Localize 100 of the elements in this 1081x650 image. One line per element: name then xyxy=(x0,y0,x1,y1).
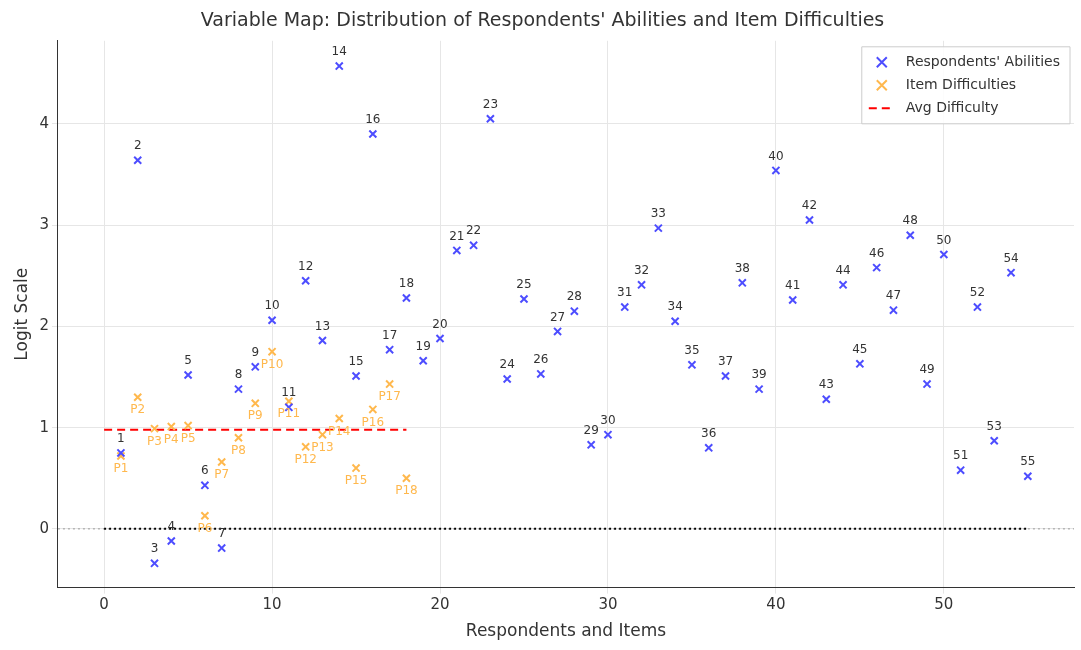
point xyxy=(972,302,982,312)
point xyxy=(401,473,411,483)
annotation: 13 xyxy=(314,318,331,333)
point xyxy=(670,316,680,326)
point xyxy=(536,369,546,379)
y-tick-label: 4 xyxy=(39,113,49,132)
chart-title: Variable Map: Distribution of Respondents' Abilities and Item Difficulties xyxy=(200,8,885,31)
annotation: P15 xyxy=(344,473,368,488)
annotation: 31 xyxy=(617,285,633,300)
point xyxy=(166,422,176,432)
annotation: 46 xyxy=(869,245,885,260)
annotation: P3 xyxy=(147,433,162,448)
y-tick-label: 3 xyxy=(39,214,49,233)
point xyxy=(267,315,277,325)
point xyxy=(368,404,378,414)
annotation: 17 xyxy=(381,327,398,342)
point xyxy=(233,433,244,443)
x-tick-label: 40 xyxy=(766,595,786,614)
annotation: 42 xyxy=(801,198,818,213)
annotation: P16 xyxy=(361,414,385,429)
point xyxy=(603,430,613,440)
annotation: 41 xyxy=(785,278,801,293)
annotation: 6 xyxy=(201,463,209,478)
point xyxy=(637,280,647,290)
annotation: 24 xyxy=(499,357,515,372)
point xyxy=(233,384,244,394)
annotation: P5 xyxy=(180,430,196,445)
point xyxy=(183,370,193,380)
y-tick-label: 2 xyxy=(39,316,49,335)
annotation: 3 xyxy=(150,541,159,556)
annotation: P9 xyxy=(247,408,263,423)
point xyxy=(519,294,529,304)
point xyxy=(368,129,378,139)
annotation: 49 xyxy=(919,362,935,377)
point xyxy=(502,374,512,384)
annotation: 37 xyxy=(717,354,734,369)
x-tick-label: 50 xyxy=(934,595,954,614)
point xyxy=(435,333,445,344)
annotation: 53 xyxy=(986,418,1002,433)
point xyxy=(166,536,176,546)
annotation: 27 xyxy=(549,309,566,324)
annotation: 18 xyxy=(398,276,415,291)
y-axis-title: Logit Scale xyxy=(10,267,31,361)
point xyxy=(334,61,344,71)
annotation: 20 xyxy=(432,316,448,331)
point xyxy=(586,440,596,450)
legend-label: Avg Difficulty xyxy=(905,98,999,115)
point xyxy=(452,245,462,255)
annotation: P17 xyxy=(378,389,401,404)
annotation: 16 xyxy=(365,112,381,127)
annotation: 30 xyxy=(600,412,616,427)
annotation: P11 xyxy=(277,406,301,421)
point xyxy=(956,465,966,475)
point xyxy=(788,295,798,305)
x-tick-label: 30 xyxy=(598,595,618,614)
annotation: 9 xyxy=(251,344,260,359)
point xyxy=(653,223,663,233)
point xyxy=(133,392,143,402)
annotation: 1 xyxy=(117,431,125,446)
annotation: 11 xyxy=(281,385,297,400)
point xyxy=(1006,268,1016,278)
point xyxy=(200,511,210,521)
point xyxy=(301,276,311,286)
point xyxy=(351,371,361,381)
point xyxy=(317,430,327,440)
annotation: P10 xyxy=(260,356,284,371)
annotation: 44 xyxy=(835,262,851,277)
annotation: 10 xyxy=(264,298,280,313)
point xyxy=(485,114,495,124)
point xyxy=(250,398,260,408)
y-tick-label: 1 xyxy=(39,417,49,436)
annotation: 40 xyxy=(768,148,784,163)
point xyxy=(469,240,479,250)
point xyxy=(737,278,747,288)
annotation: 39 xyxy=(751,367,767,382)
point xyxy=(317,335,327,346)
point xyxy=(989,436,999,446)
point xyxy=(385,345,395,355)
annotation: 35 xyxy=(684,342,700,357)
annotation: 14 xyxy=(331,44,347,59)
point xyxy=(720,371,731,381)
annotation: 38 xyxy=(734,260,750,275)
annotation: P14 xyxy=(327,423,351,438)
annotation: 8 xyxy=(234,367,243,382)
legend-label: Respondents' Abilities xyxy=(905,52,1061,69)
point xyxy=(922,379,932,389)
annotation: 23 xyxy=(482,96,499,111)
annotation: 48 xyxy=(902,213,918,228)
annotation: P12 xyxy=(294,451,317,466)
annotation: P18 xyxy=(395,483,418,498)
point xyxy=(569,306,579,316)
x-tick-label: 10 xyxy=(262,595,282,614)
annotation: 21 xyxy=(449,228,465,243)
point xyxy=(301,442,311,452)
annotation: 45 xyxy=(852,341,868,356)
annotation: 43 xyxy=(818,377,834,392)
point xyxy=(838,280,848,290)
annotation: P13 xyxy=(311,439,334,454)
point xyxy=(183,421,193,431)
annotation: 19 xyxy=(415,338,431,353)
